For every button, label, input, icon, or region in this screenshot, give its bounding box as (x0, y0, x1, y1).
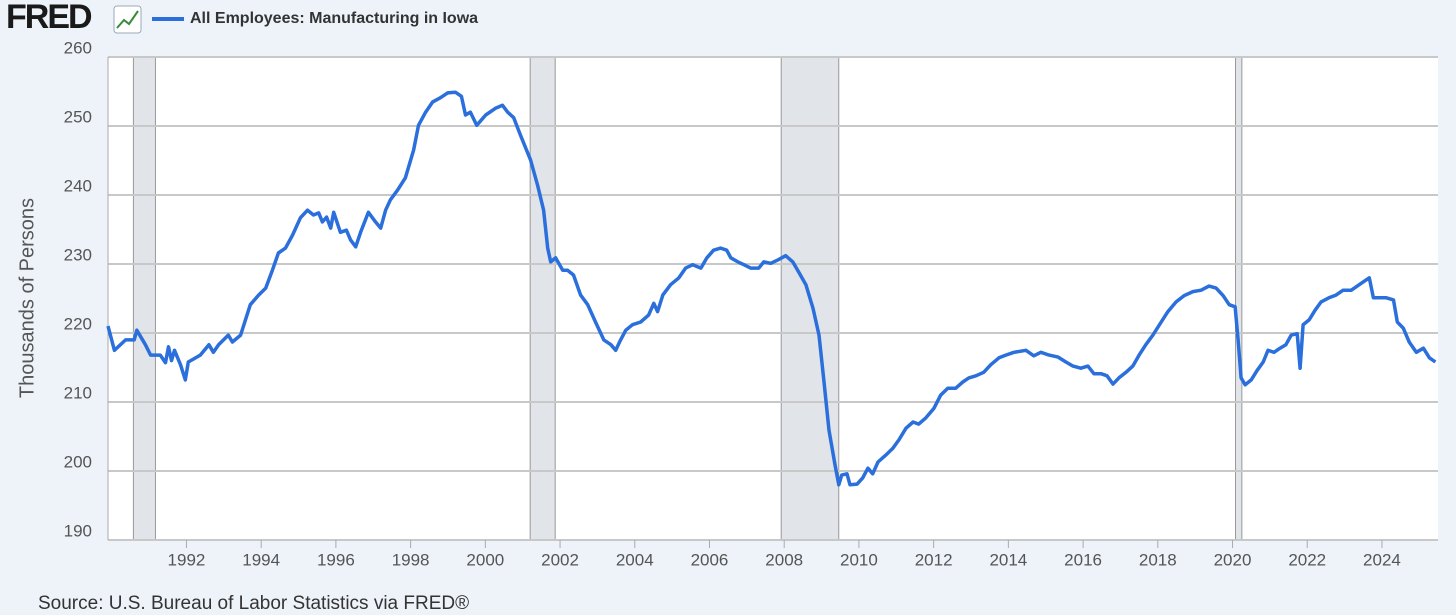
plot-area (108, 57, 1438, 540)
x-tick-label: 2008 (765, 550, 803, 569)
x-tick-label: 2012 (915, 550, 953, 569)
x-tick-label: 2024 (1363, 550, 1401, 569)
y-tick-label: 250 (64, 107, 92, 126)
x-tick-label: 1998 (392, 550, 430, 569)
x-tick-label: 2000 (466, 550, 504, 569)
x-tick-label: 2016 (1064, 550, 1102, 569)
logo-icon (113, 5, 142, 34)
x-tick-label: 2002 (541, 550, 579, 569)
x-tick-label: 1994 (242, 550, 280, 569)
recession-band (529, 56, 556, 541)
x-tick-label: 2004 (616, 550, 654, 569)
data-line (106, 90, 1437, 487)
x-tick-label: 1996 (317, 550, 355, 569)
source: Source: U.S. Bureau of Labor Statistics … (38, 593, 469, 614)
x-tick-label: 2010 (840, 550, 878, 569)
x-tick-label: 1992 (168, 550, 206, 569)
x-tick-label: 2006 (691, 550, 729, 569)
y-axis-label: Thousands of Persons (16, 198, 38, 398)
logo: FRED (6, 0, 92, 36)
x-tick-label: 2020 (1214, 550, 1252, 569)
y-tick-label: 200 (64, 452, 92, 471)
y-tick-label: 220 (64, 314, 92, 333)
x-tick-label: 2022 (1288, 550, 1326, 569)
y-tick-label: 240 (64, 176, 92, 195)
y-tick-label: 260 (64, 38, 92, 57)
y-tick-label: 210 (64, 383, 92, 402)
recession-band (1235, 56, 1243, 541)
recession-band (132, 56, 156, 541)
x-tick-label: 2014 (989, 550, 1027, 569)
y-tick-label: 190 (64, 521, 92, 540)
legend-label: All Employees: Manufacturing in Iowa (190, 10, 478, 27)
y-tick-label: 230 (64, 245, 92, 264)
x-tick-label: 2018 (1139, 550, 1177, 569)
